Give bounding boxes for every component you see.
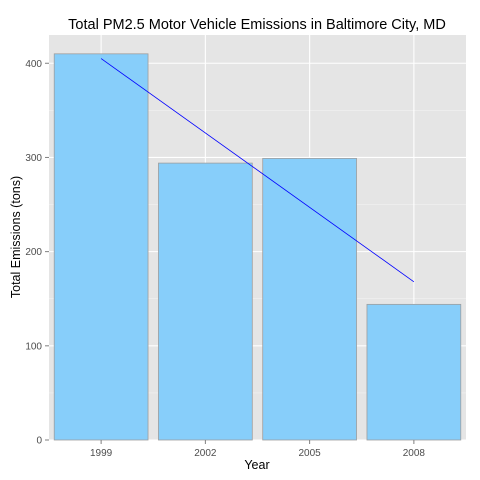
bars — [53, 53, 462, 441]
x-tick-label: 2005 — [299, 448, 322, 459]
y-tick-label: 300 — [25, 153, 42, 164]
y-axis-ticks: 0 100 200 300 400 — [25, 59, 49, 447]
bar-2005 — [262, 157, 357, 441]
x-tick-label: 2008 — [403, 448, 426, 459]
trend-line — [100, 58, 415, 283]
x-axis-ticks: 1999 2002 2005 2008 — [90, 440, 425, 459]
x-tick-label: 2002 — [194, 448, 217, 459]
bar-2008 — [366, 303, 462, 441]
y-tick-label: 100 — [25, 341, 42, 352]
chart-title: Total PM2.5 Motor Vehicle Emissions in B… — [68, 17, 446, 33]
bar-1999 — [53, 53, 149, 441]
bar-2002 — [158, 162, 253, 441]
x-axis-title: Year — [244, 458, 269, 472]
y-tick-label: 0 — [36, 436, 42, 447]
y-axis-title: Total Emissions (tons) — [9, 176, 23, 298]
y-tick-label: 200 — [25, 247, 42, 258]
y-tick-label: 400 — [25, 59, 42, 70]
x-tick-label: 1999 — [90, 448, 113, 459]
